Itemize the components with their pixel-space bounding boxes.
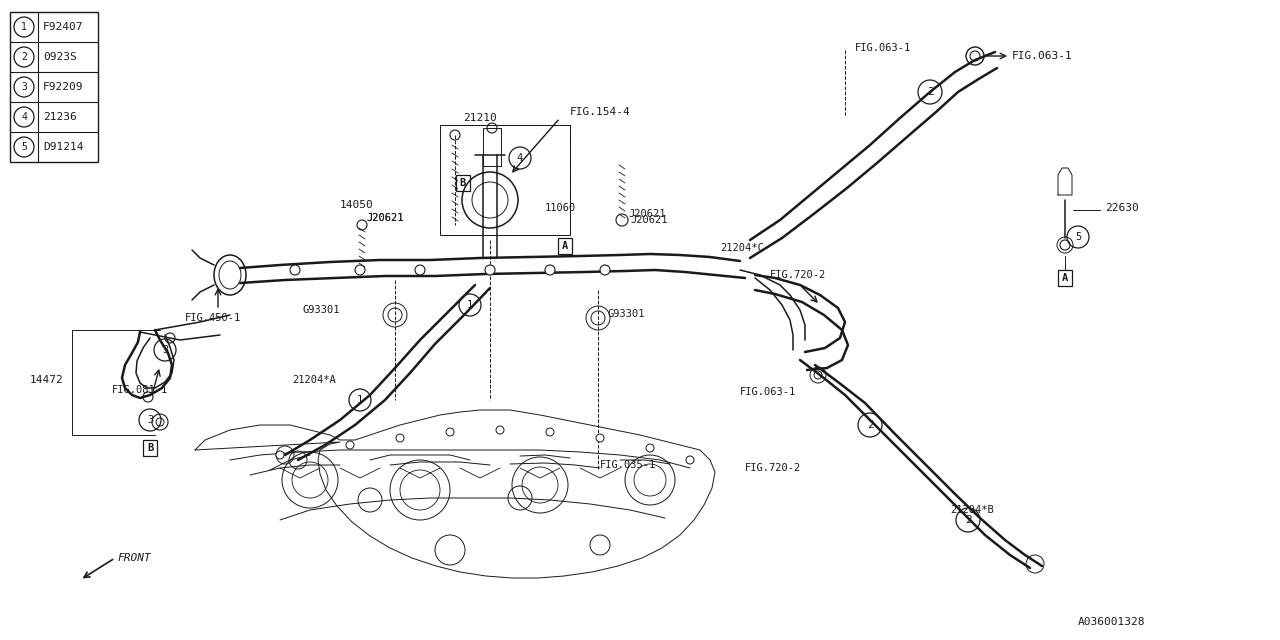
Text: 11060: 11060	[545, 203, 576, 213]
Text: 22630: 22630	[1105, 203, 1139, 213]
Text: 4: 4	[20, 112, 27, 122]
Text: D91214: D91214	[44, 142, 83, 152]
Text: FIG.720-2: FIG.720-2	[771, 270, 827, 280]
Circle shape	[545, 265, 556, 275]
Text: 5: 5	[1075, 232, 1082, 242]
Circle shape	[346, 441, 355, 449]
Text: 21204*A: 21204*A	[292, 375, 335, 385]
Text: 2: 2	[965, 515, 972, 525]
Text: 3: 3	[20, 82, 27, 92]
Text: 21204*C: 21204*C	[719, 243, 764, 253]
Text: J20621: J20621	[630, 215, 667, 225]
Circle shape	[276, 451, 284, 459]
Text: FIG.035-1: FIG.035-1	[600, 460, 657, 470]
Text: B: B	[147, 443, 154, 453]
Text: B: B	[460, 178, 466, 188]
Text: 2: 2	[867, 420, 873, 430]
Text: J20621: J20621	[366, 213, 403, 223]
Bar	[440, 125, 570, 235]
Text: 21210: 21210	[463, 113, 497, 123]
Circle shape	[547, 428, 554, 436]
Text: 1: 1	[467, 300, 474, 310]
Bar	[10, 12, 99, 162]
Bar	[558, 238, 572, 254]
Text: F92209: F92209	[44, 82, 83, 92]
Text: A: A	[1062, 273, 1068, 283]
Bar	[456, 175, 470, 191]
Circle shape	[686, 456, 694, 464]
Text: 14472: 14472	[29, 375, 64, 385]
Text: 14050: 14050	[340, 200, 374, 210]
Circle shape	[415, 265, 425, 275]
Text: G93301: G93301	[608, 309, 645, 319]
Bar	[143, 440, 157, 456]
Circle shape	[485, 265, 495, 275]
Text: 0923S: 0923S	[44, 52, 77, 62]
Text: FIG.154-4: FIG.154-4	[570, 107, 631, 117]
Text: A036001328: A036001328	[1078, 617, 1146, 627]
Circle shape	[600, 265, 611, 275]
Bar	[483, 128, 500, 166]
Text: FIG.063-1: FIG.063-1	[855, 43, 911, 53]
Text: FIG.081-1: FIG.081-1	[113, 385, 168, 395]
Text: FIG.063-1: FIG.063-1	[740, 387, 796, 397]
Text: 4: 4	[517, 153, 524, 163]
Circle shape	[445, 428, 454, 436]
Circle shape	[497, 426, 504, 434]
Text: FIG.450-1: FIG.450-1	[186, 313, 241, 323]
Text: 21236: 21236	[44, 112, 77, 122]
Text: F92407: F92407	[44, 22, 83, 32]
Text: 1: 1	[357, 395, 364, 405]
Text: 2: 2	[20, 52, 27, 62]
Circle shape	[596, 434, 604, 442]
Circle shape	[291, 265, 300, 275]
Text: FIG.063-1: FIG.063-1	[1012, 51, 1073, 61]
Text: 5: 5	[20, 142, 27, 152]
Text: 2: 2	[927, 87, 933, 97]
Text: 3: 3	[161, 345, 168, 355]
Text: FRONT: FRONT	[118, 553, 152, 563]
Circle shape	[646, 444, 654, 452]
Bar	[440, 125, 570, 235]
Text: J20621: J20621	[366, 213, 403, 223]
Text: J20621: J20621	[628, 209, 666, 219]
Circle shape	[396, 434, 404, 442]
Bar	[1059, 270, 1073, 286]
Text: FIG.720-2: FIG.720-2	[745, 463, 801, 473]
Text: 21204*B: 21204*B	[950, 505, 993, 515]
Text: G93301: G93301	[302, 305, 340, 315]
Text: 3: 3	[147, 415, 154, 425]
Text: A: A	[562, 241, 568, 251]
Circle shape	[355, 265, 365, 275]
Text: 1: 1	[20, 22, 27, 32]
